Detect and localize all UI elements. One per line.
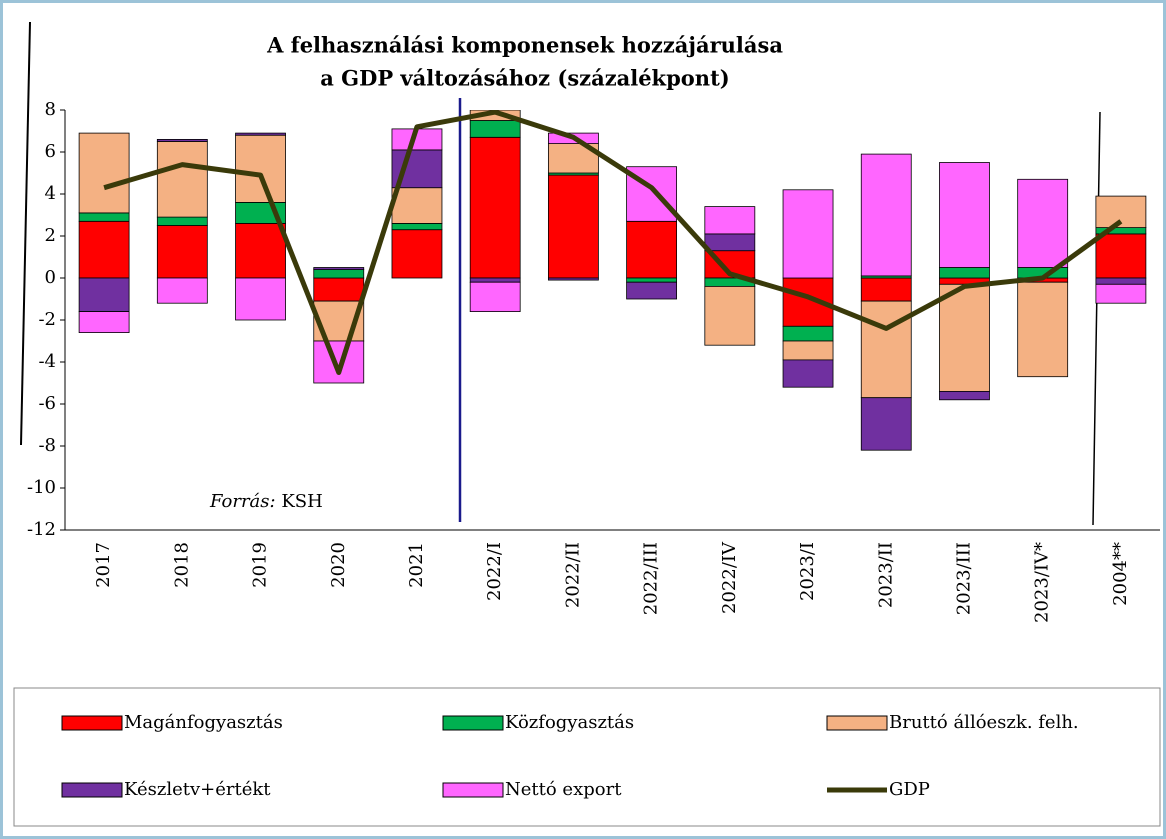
x-tick-label: 2022/III — [641, 542, 662, 615]
bar-segment — [78, 277, 130, 312]
bar-segment — [782, 325, 834, 342]
annotation-text: KSH — [281, 491, 322, 512]
annotation-prefix: Forrás: — [209, 491, 276, 512]
legend-label: Bruttó állóeszk. felh. — [889, 712, 1079, 733]
x-tick-label: 2023/II — [875, 542, 896, 608]
bar-segment — [704, 285, 756, 346]
bar-segment — [391, 229, 443, 279]
bar-segment — [313, 277, 365, 302]
x-tick-label: 2018 — [171, 542, 192, 588]
bar-segment — [547, 174, 599, 279]
legend-swatch — [826, 715, 888, 731]
x-tick-label: 2023/III — [953, 542, 974, 615]
x-tick-label: 2004** — [1110, 542, 1131, 606]
y-tick-label: -10 — [27, 477, 56, 498]
decor-line — [20, 21, 31, 446]
y-tick-label: 2 — [45, 225, 56, 246]
bar-segment — [235, 222, 286, 279]
legend-swatch — [61, 782, 123, 798]
bar-segment — [860, 397, 912, 451]
bar-segment — [156, 225, 208, 279]
y-tick-label: 4 — [45, 183, 56, 204]
bar-segment — [469, 277, 521, 283]
x-tick-label: 2022/IV — [719, 541, 740, 614]
bar-segment — [626, 281, 678, 300]
chart-title: a GDP változásához (százalékpont) — [320, 66, 729, 91]
bar-segment — [235, 132, 286, 136]
bar-segment — [1095, 233, 1147, 279]
bar-segment — [626, 277, 678, 283]
bar-segment — [782, 189, 834, 279]
y-tick-label: -4 — [38, 351, 56, 372]
legend-label: Magánfogyasztás — [124, 712, 283, 733]
x-tick-label: 2019 — [250, 542, 271, 588]
bar-segment — [156, 141, 208, 218]
x-tick-label: 2017 — [93, 542, 114, 588]
chart-title: A felhasználási komponensek hozzájárulás… — [266, 33, 783, 58]
bar-segment — [939, 162, 990, 268]
bar-segment — [391, 222, 443, 231]
bar-segment — [235, 134, 286, 203]
bar-segment — [782, 340, 834, 361]
x-tick-label: 2023/IV* — [1032, 542, 1053, 623]
bar-segment — [391, 187, 443, 224]
bar-segment — [1017, 281, 1069, 378]
legend-swatch — [61, 715, 123, 731]
annotation: Forrás: KSH — [209, 491, 323, 512]
x-tick-label: 2020 — [328, 542, 349, 588]
legend-swatch — [442, 715, 504, 731]
legend-label: Készletv+értékt — [124, 779, 271, 800]
bar-segment — [782, 359, 834, 388]
x-tick-label: 2022/II — [562, 542, 583, 608]
bar-segment — [469, 281, 521, 313]
y-tick-label: 6 — [45, 141, 56, 162]
y-tick-label: -12 — [27, 519, 56, 540]
bar-segment — [626, 220, 678, 279]
bar-segment — [313, 267, 365, 270]
bar-segment — [156, 138, 208, 142]
bar-segment — [78, 212, 130, 222]
y-tick-label: -2 — [38, 309, 56, 330]
bar-segment — [860, 153, 912, 277]
x-tick-label: 2023/I — [797, 542, 818, 601]
bar-segment — [939, 267, 990, 279]
legend-label: Közfogyasztás — [505, 712, 634, 733]
x-tick-label: 2021 — [406, 542, 427, 588]
divider — [1092, 111, 1101, 526]
bar-segment — [704, 206, 756, 235]
y-tick-label: 0 — [45, 267, 56, 288]
y-tick-label: -6 — [38, 393, 56, 414]
bar-segment — [860, 277, 912, 302]
bar-segment — [1095, 277, 1147, 285]
bar-segment — [547, 277, 599, 281]
y-tick-label: -8 — [38, 435, 56, 456]
bar-segment — [1095, 283, 1147, 304]
bar-segment — [78, 220, 130, 279]
legend-label: Nettó export — [505, 779, 622, 800]
bar-segment — [860, 300, 912, 399]
plot — [78, 110, 1147, 451]
bar-segment — [939, 390, 990, 401]
bar-segment — [156, 216, 208, 226]
legend-box — [13, 687, 1161, 827]
bar-segment — [1017, 178, 1069, 268]
bar-segment — [313, 269, 365, 279]
legend-swatch — [442, 782, 504, 798]
bar-segment — [469, 136, 521, 279]
bar-segment — [156, 277, 208, 304]
bar-segment — [469, 120, 521, 138]
bar-segment — [235, 277, 286, 321]
bar-segment — [78, 132, 130, 214]
bar-segment — [78, 311, 130, 334]
gdp-line — [103, 110, 1123, 375]
bar-segment — [939, 283, 990, 392]
x-tick-label: 2022/I — [484, 542, 505, 601]
bar-segment — [313, 340, 365, 384]
bar-segment — [704, 233, 756, 252]
y-tick-label: 8 — [45, 99, 56, 120]
legend-label: GDP — [889, 779, 930, 800]
